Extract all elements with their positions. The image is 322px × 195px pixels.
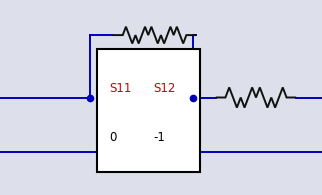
Text: S11: S11 (109, 82, 131, 95)
Text: -1: -1 (153, 131, 165, 144)
Text: S12: S12 (153, 82, 175, 95)
Text: 0: 0 (109, 131, 116, 144)
Bar (97, 49, 200, 172)
